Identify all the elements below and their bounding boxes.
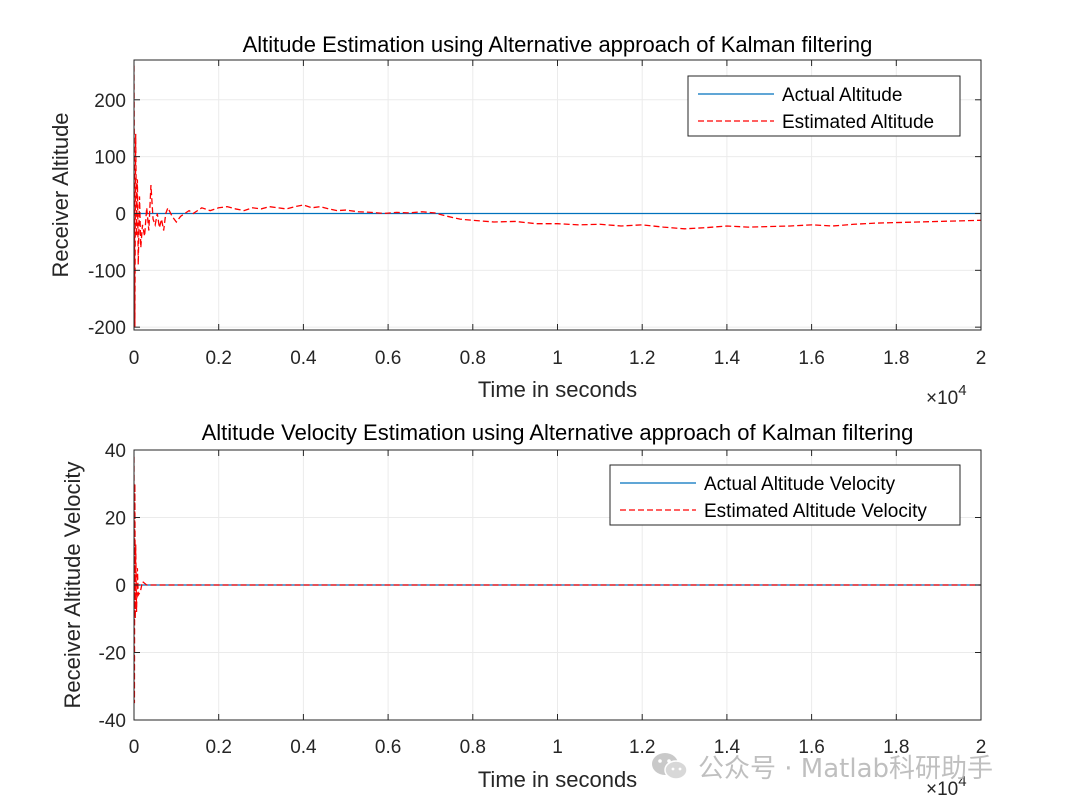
x-tick-label: 0.2 — [205, 348, 231, 369]
chart-title: Altitude Estimation using Alternative ap… — [243, 32, 873, 57]
x-exponent-base: ×10 — [926, 779, 958, 800]
y-tick-label: -40 — [99, 711, 126, 732]
x-tick-label: 1.6 — [798, 737, 824, 758]
series-group — [134, 65, 981, 328]
x-tick-label: 0.4 — [290, 348, 317, 369]
x-exponent-power: 4 — [958, 382, 966, 399]
x-tick-label: 0.8 — [460, 348, 486, 369]
y-tick-label: 0 — [115, 576, 126, 597]
legend-box — [687, 75, 961, 137]
x-tick-label: 0.8 — [460, 737, 486, 758]
legend-label-2: Estimated Altitude — [782, 112, 934, 133]
x-tick-label: 1.8 — [883, 737, 909, 758]
x-tick-label: 1.4 — [714, 348, 741, 369]
legend-label-1: Actual Altitude Velocity — [704, 474, 896, 495]
x-tick-label: 0 — [129, 348, 140, 369]
x-tick-label: 0.6 — [375, 348, 401, 369]
x-exponent-label: ×104 — [926, 773, 967, 800]
legend-box — [609, 464, 961, 526]
y-tick-label: -20 — [99, 644, 126, 665]
series-line-2 — [134, 65, 981, 328]
chart-2: 0 0.2 0.4 0.6 0.8 1 1.2 1.4 1.6 1.8 2 -40 -20 0 20 40 ×1… — [60, 420, 986, 800]
x-tick-label: 1.6 — [798, 348, 824, 369]
x-tick-label: 1.8 — [883, 348, 909, 369]
x-tick-label: 0.4 — [290, 737, 317, 758]
legend-label-1: Actual Altitude — [782, 85, 902, 106]
y-tick-label: -100 — [88, 261, 126, 282]
x-tick-label: 1.2 — [629, 737, 655, 758]
y-axis: -200 -100 0 100 200 — [88, 91, 981, 339]
y-tick-label: 40 — [105, 441, 126, 462]
watermark-text: 公众号 · Matlab科研助手 — [698, 754, 994, 784]
y-tick-label: -200 — [88, 318, 126, 339]
x-axis-label: Time in seconds — [478, 377, 637, 402]
legend: Actual Altitude Velocity Estimated Altitu… — [609, 464, 961, 526]
x-tick-label: 1.2 — [629, 348, 655, 369]
y-tick-label: 200 — [94, 91, 126, 112]
x-axis-label: Time in seconds — [478, 767, 637, 792]
y-axis: -40 -20 0 20 40 — [99, 441, 981, 732]
x-tick-label: 1 — [552, 737, 563, 758]
chart-1: 0 0.2 0.4 0.6 0.8 1 1.2 1.4 1.6 1.8 2 -200 -100 0 100 2… — [48, 32, 986, 409]
x-tick-label: 0.2 — [205, 737, 231, 758]
legend: Actual Altitude Estimated Altitude — [687, 75, 961, 137]
x-axis: 0 0.2 0.4 0.6 0.8 1 1.2 1.4 1.6 1.8 2 — [129, 450, 987, 758]
legend-label-2: Estimated Altitude Velocity — [704, 501, 927, 522]
y-axis-label: Receiver Altitude — [48, 112, 73, 277]
series-group — [134, 456, 981, 704]
x-exponent-base: ×10 — [926, 388, 958, 409]
y-tick-label: 100 — [94, 148, 126, 169]
x-exponent-power: 4 — [958, 773, 966, 790]
x-tick-label: 2 — [976, 348, 987, 369]
watermark: 公众号 · Matlab科研助手 — [650, 748, 993, 785]
x-tick-label: 0 — [129, 737, 140, 758]
x-tick-label: 2 — [976, 737, 987, 758]
y-tick-label: 20 — [105, 509, 126, 530]
x-tick-label: 1.4 — [714, 737, 741, 758]
wechat-icon — [652, 752, 688, 780]
series-line-2 — [134, 456, 981, 704]
y-tick-label: 0 — [115, 204, 126, 225]
x-tick-label: 0.6 — [375, 737, 401, 758]
y-axis-label: Receiver Altitude Velocity — [60, 461, 85, 708]
chart-title: Altitude Velocity Estimation using Alter… — [202, 420, 914, 445]
x-exponent-label: ×104 — [926, 382, 967, 409]
x-tick-label: 1 — [552, 348, 563, 369]
